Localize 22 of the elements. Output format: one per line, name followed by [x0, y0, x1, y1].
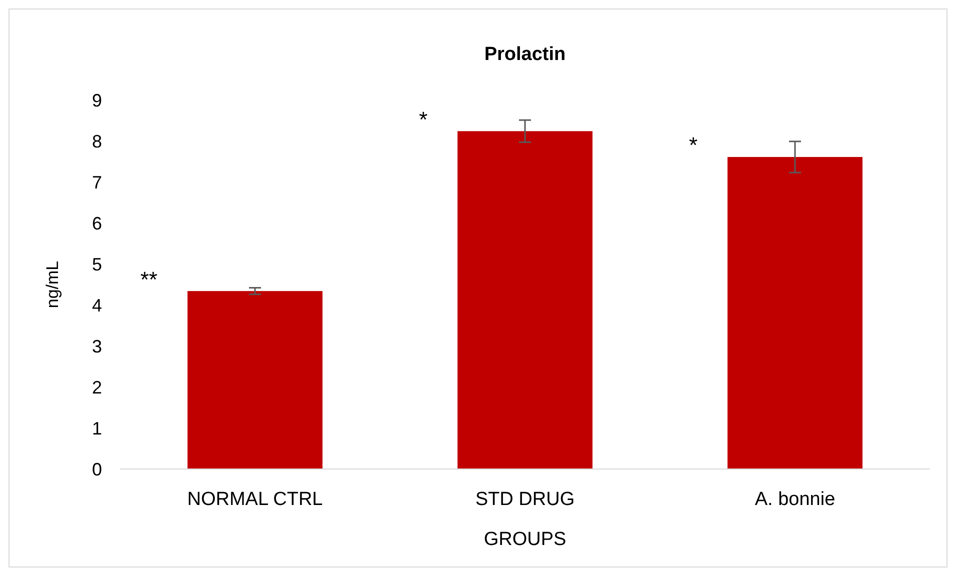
y-tick-label: 0 [92, 459, 102, 480]
bar [458, 131, 592, 469]
annotation: * [688, 132, 698, 158]
y-tick-label: 7 [92, 172, 102, 192]
y-tick-label: 3 [92, 336, 102, 356]
y-tick-label: 5 [92, 254, 102, 274]
y-tick-label: 8 [92, 131, 102, 152]
y-tick-label: 4 [92, 295, 102, 316]
x-tick-label: NORMAL CTRL [187, 489, 323, 510]
y-tick-label: 2 [92, 377, 102, 398]
y-tick-label: 6 [92, 213, 102, 234]
bar [728, 156, 862, 469]
bar [188, 291, 322, 469]
chart-title: Prolactin [484, 44, 566, 65]
x-tick-label: A. bonnie [754, 489, 836, 510]
y-tick-label: 1 [92, 418, 102, 438]
x-axis-title: GROUPS [484, 529, 566, 550]
annotation: * [418, 106, 428, 132]
annotation: ** [140, 266, 158, 292]
y-tick-label: 9 [92, 90, 102, 110]
y-axis-title: ng/mL [43, 260, 62, 308]
x-tick-label: STD DRUG [475, 489, 575, 510]
